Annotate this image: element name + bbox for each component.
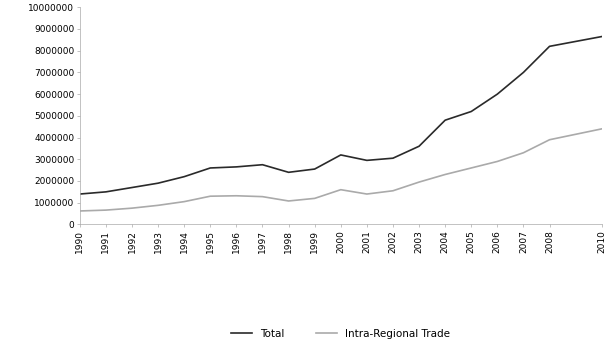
Total: [598, 34, 605, 39]
Total: [520, 70, 527, 75]
Intra-Regional Trade: [389, 189, 397, 193]
Total: [311, 167, 319, 171]
Intra-Regional Trade: [181, 199, 188, 204]
Intra-Regional Trade: [363, 192, 371, 196]
Total: [416, 144, 423, 148]
Intra-Regional Trade: [259, 194, 266, 199]
Total: [103, 190, 110, 194]
Intra-Regional Trade: [520, 151, 527, 155]
Legend: Total, Intra-Regional Trade: Total, Intra-Regional Trade: [231, 329, 450, 339]
Total: [285, 170, 292, 174]
Intra-Regional Trade: [311, 196, 319, 201]
Total: [259, 163, 266, 167]
Intra-Regional Trade: [546, 138, 553, 142]
Total: [494, 92, 501, 96]
Total: [206, 166, 214, 170]
Intra-Regional Trade: [233, 194, 240, 198]
Total: [233, 165, 240, 169]
Total: [546, 44, 553, 49]
Total: [363, 158, 371, 163]
Total: [128, 185, 136, 190]
Intra-Regional Trade: [206, 194, 214, 198]
Intra-Regional Trade: [441, 172, 449, 177]
Intra-Regional Trade: [285, 199, 292, 203]
Intra-Regional Trade: [155, 203, 162, 207]
Intra-Regional Trade: [468, 166, 475, 170]
Total: [389, 156, 397, 160]
Intra-Regional Trade: [416, 180, 423, 184]
Intra-Regional Trade: [103, 208, 110, 212]
Total: [468, 109, 475, 114]
Total: [337, 153, 344, 157]
Intra-Regional Trade: [494, 159, 501, 164]
Intra-Regional Trade: [598, 127, 605, 131]
Total: [181, 174, 188, 179]
Line: Intra-Regional Trade: Intra-Regional Trade: [80, 129, 602, 211]
Total: [441, 118, 449, 122]
Line: Total: Total: [80, 37, 602, 194]
Intra-Regional Trade: [76, 209, 84, 213]
Total: [155, 181, 162, 185]
Total: [76, 192, 84, 196]
Intra-Regional Trade: [128, 206, 136, 210]
Intra-Regional Trade: [337, 188, 344, 192]
